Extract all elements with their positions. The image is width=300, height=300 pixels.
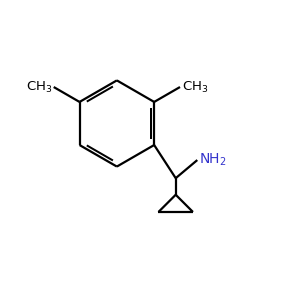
Text: CH$_3$: CH$_3$ (182, 80, 208, 94)
Text: CH$_3$: CH$_3$ (26, 80, 52, 94)
Text: NH$_2$: NH$_2$ (199, 152, 227, 168)
